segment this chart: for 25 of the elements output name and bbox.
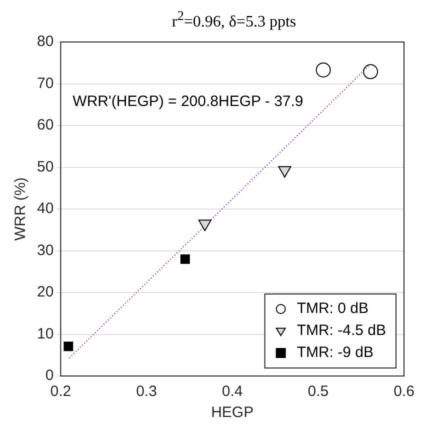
y-tick-label: 30 [36, 242, 54, 259]
y-tick-label: 20 [36, 284, 54, 301]
y-tick-label: 60 [36, 116, 54, 134]
y-tick-label: 10 [36, 325, 54, 342]
point [180, 254, 190, 264]
x-tick-label: 0.3 [136, 383, 157, 400]
legend-label: TMR: -9 dB [296, 344, 374, 362]
point [363, 64, 378, 80]
legend-label: TMR: -4.5 dB [296, 322, 386, 340]
point [64, 342, 74, 352]
y-tick-label: 40 [36, 200, 54, 218]
y-axis-title: WRR (%) [12, 177, 30, 241]
x-tick-label: 0.4 [222, 383, 243, 400]
x-tick-label: 0.2 [50, 383, 72, 400]
x-tick-label: 0.6 [394, 383, 414, 400]
legend-label: TMR: 0 dB [296, 300, 368, 318]
y-tick-label: 50 [36, 158, 54, 176]
y-tick-label: 70 [36, 74, 54, 92]
x-tick-label: 0.5 [308, 383, 329, 400]
x-axis-title: HEGP [211, 404, 254, 422]
chart-title: r$^{2}$=0.96, δ=5.3 ppts [170, 8, 298, 30]
point [316, 62, 331, 78]
y-tick-label: 0 [45, 367, 54, 384]
annotation: WRR'(HEGP) = 200.8HEGP - 37.9 [72, 93, 304, 110]
y-tick-label: 80 [36, 33, 54, 50]
